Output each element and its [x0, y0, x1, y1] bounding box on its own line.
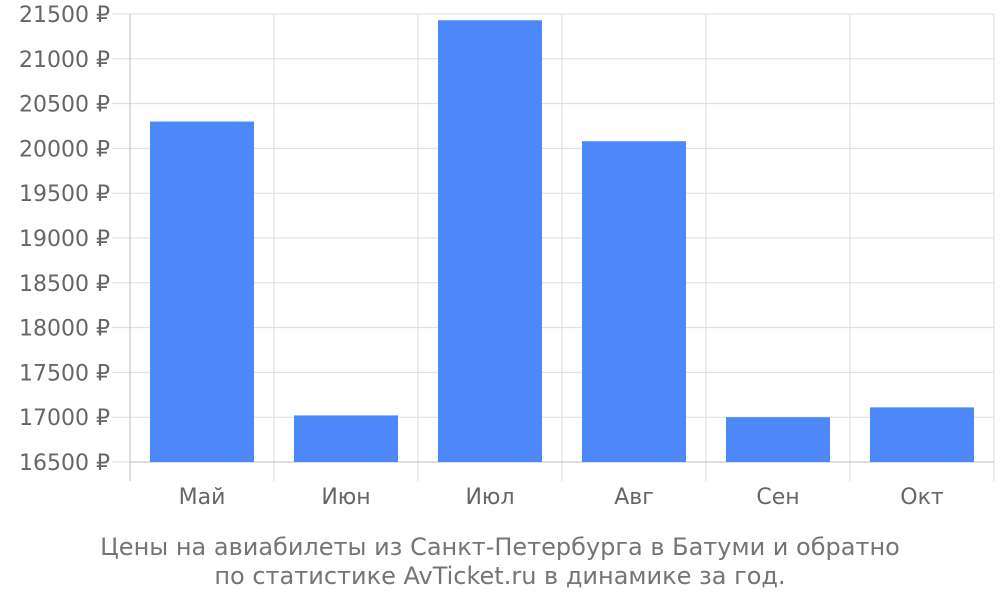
y-tick-label: 19500 ₽: [19, 182, 110, 207]
x-tick-label: Авг: [614, 485, 654, 510]
bar-1: [150, 121, 254, 463]
y-tick-label: 17000 ₽: [19, 406, 110, 431]
bar-3: [438, 20, 542, 462]
y-tick-label: 21000 ₽: [19, 48, 110, 73]
y-tick-label: 17500 ₽: [19, 361, 110, 386]
y-tick-label: 18500 ₽: [19, 272, 110, 297]
bar-5: [726, 417, 830, 462]
x-tick-label: Окт: [900, 485, 944, 510]
y-tick-label: 19000 ₽: [19, 227, 110, 252]
x-tick-label: Май: [179, 485, 226, 510]
y-tick-label: 20500 ₽: [19, 93, 110, 118]
y-tick-label: 20000 ₽: [19, 137, 110, 162]
chart-caption-line-2: по статистике AvTicket.ru в динамике за …: [214, 562, 786, 590]
y-tick-label: 21500 ₽: [19, 3, 110, 28]
bar-chart: 16500 ₽ 17000 ₽ 17500 ₽ 18000 ₽ 18500 ₽ 19000…: [19, 3, 995, 510]
bar-4: [582, 141, 686, 462]
y-tick-label: 18000 ₽: [19, 317, 110, 342]
bar-6: [870, 407, 974, 462]
chart-caption-line-1: Цены на авиабилеты из Санкт-Петербурга в…: [100, 533, 900, 561]
bar-2: [294, 415, 398, 462]
y-tick-label: 16500 ₽: [19, 451, 110, 476]
x-tick-label: Июн: [321, 485, 370, 510]
x-tick-label: Сен: [756, 485, 799, 510]
x-tick-label: Июл: [465, 485, 514, 510]
